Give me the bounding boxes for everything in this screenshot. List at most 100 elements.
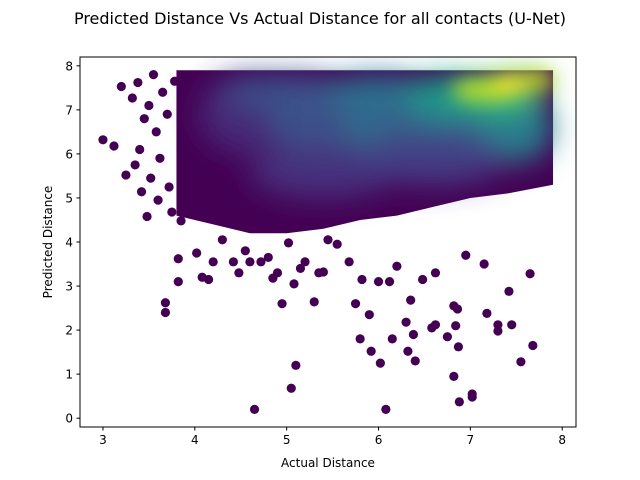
y-tick-label: 3 [65,280,73,294]
data-point [344,257,354,267]
data-point [286,383,296,393]
data-point [366,346,376,356]
y-tick-label: 4 [65,236,73,250]
data-point [493,326,503,336]
data-point [453,342,464,352]
data-point [158,87,168,97]
data-point [164,182,174,192]
y-tick-label: 1 [65,368,73,382]
x-axis-label: Actual Distance [281,456,375,470]
data-point [528,340,538,351]
x-tick-label: 3 [99,433,107,447]
data-point [272,268,283,278]
data-point [208,257,218,267]
data-point [430,320,441,330]
data-point [173,254,183,264]
data-point [318,267,329,277]
y-tick-label: 6 [65,147,73,161]
data-point [167,207,177,217]
data-point [133,77,143,88]
data-point [482,308,492,318]
x-tick-label: 8 [558,433,566,447]
data-point [467,392,477,402]
data-point [283,238,294,248]
data-point [139,114,149,124]
data-point [135,144,145,155]
data-point [295,263,306,274]
data-point [277,299,287,309]
data-point [142,211,152,222]
data-point [146,173,156,183]
data-point [155,153,165,163]
data-point [245,257,255,267]
data-point [452,304,463,314]
data-point [234,268,244,278]
y-tick-label: 5 [65,191,73,205]
data-point [364,310,374,320]
data-point [116,81,126,92]
data-point [418,274,428,285]
data-point [461,250,471,260]
data-point [350,299,361,309]
outlier-points [98,70,538,414]
data-point [504,286,514,296]
density-peak [452,72,554,102]
data-point [430,268,441,278]
data-point [173,277,183,287]
density-gradient [199,71,554,198]
data-point [373,277,384,287]
data-point [256,257,266,267]
data-point [507,320,517,330]
density-region [176,70,554,234]
y-tick-label: 8 [65,59,73,73]
y-tick-label: 0 [65,412,73,426]
data-point [410,356,420,366]
data-point [454,397,464,407]
data-point [442,332,453,342]
data-point [127,93,137,103]
y-axis-label: Predicted Distance [41,186,55,299]
x-axis: 3 4 5 6 7 8 [99,427,566,447]
data-point [249,404,260,414]
data-point [263,252,273,263]
data-point [151,127,161,137]
data-point [162,109,172,119]
data-point [451,321,461,331]
data-point [525,269,535,279]
data-point [160,307,171,318]
data-point [153,195,163,205]
data-point [121,170,131,180]
data-point [516,357,526,367]
x-tick-label: 5 [283,433,291,447]
data-point [375,358,385,368]
x-tick-label: 6 [375,433,383,447]
data-point [309,297,319,307]
data-point [300,257,310,267]
data-point [408,329,419,340]
data-point [109,141,119,151]
data-point [240,246,250,256]
data-point [323,235,333,245]
data-point [148,70,159,80]
data-point [176,216,186,226]
y-tick-label: 7 [65,103,73,117]
data-point [136,187,147,197]
chart-title: Predicted Distance Vs Actual Distance fo… [74,9,566,28]
y-tick-label: 2 [65,324,73,338]
data-point [291,360,301,370]
data-point [203,274,214,285]
x-tick-label: 4 [191,433,199,447]
data-point [228,257,238,267]
data-point [98,135,108,145]
data-point [449,371,459,381]
y-axis: 0 1 2 3 4 5 6 7 8 [65,59,80,426]
x-tick-label: 7 [467,433,475,447]
data-point [144,100,154,111]
data-point [192,248,202,258]
data-point [160,298,171,308]
data-point [355,334,365,344]
data-point [289,279,299,289]
data-point [217,235,227,245]
data-point [479,259,489,269]
